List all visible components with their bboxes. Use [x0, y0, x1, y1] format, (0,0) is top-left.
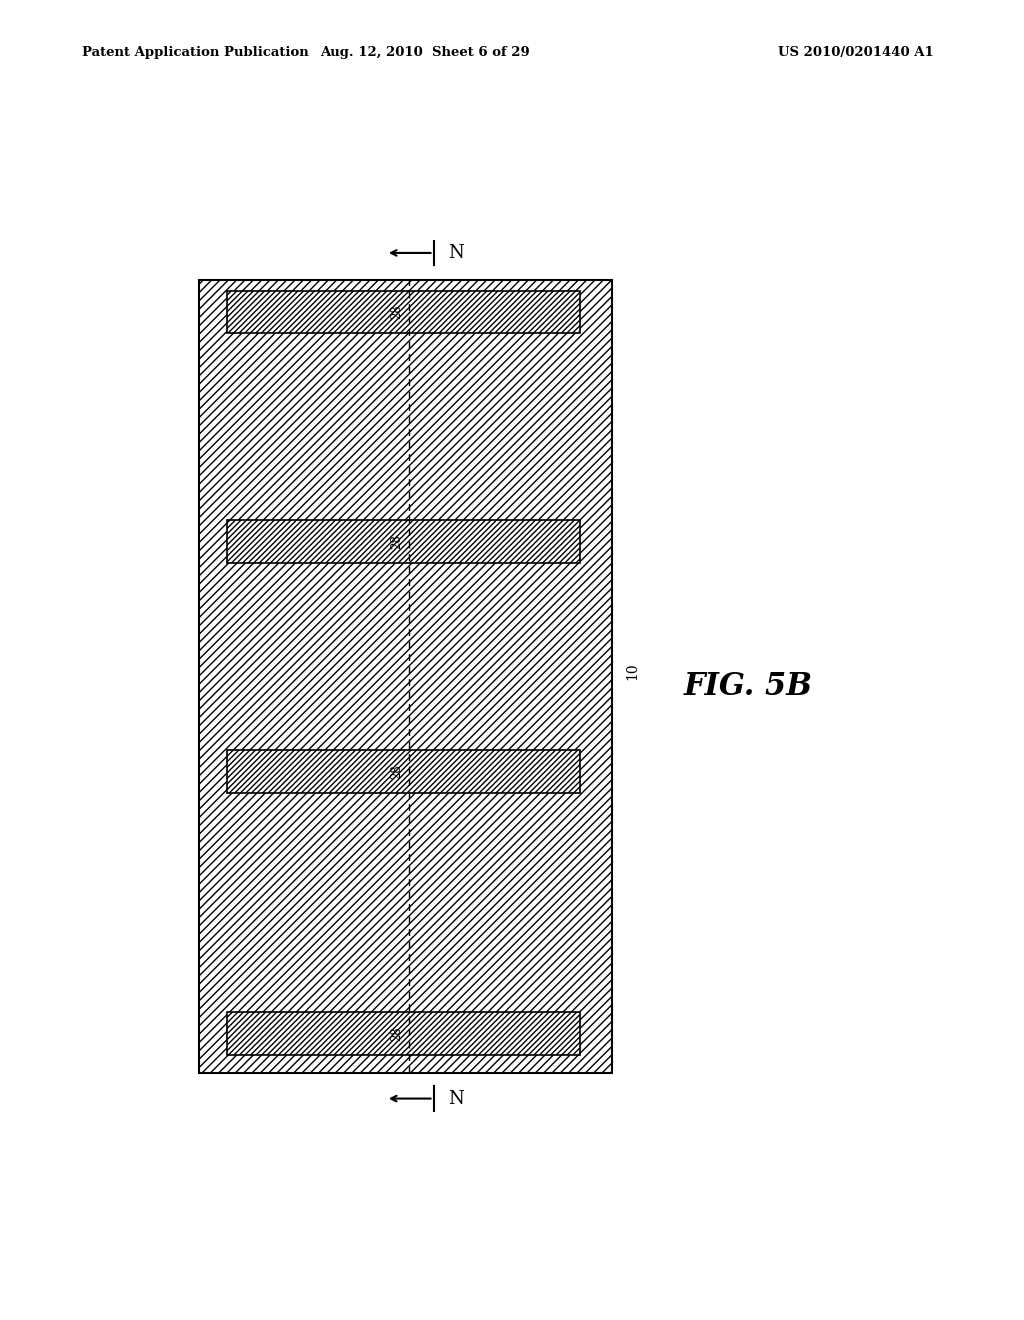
Text: 28: 28 [390, 305, 403, 319]
Bar [227, 520, 581, 562]
Text: Patent Application Publication: Patent Application Publication [82, 46, 308, 59]
Text: US 2010/0201440 A1: US 2010/0201440 A1 [778, 46, 934, 59]
Bar [227, 750, 581, 792]
Text: 28: 28 [390, 535, 403, 549]
Bar [227, 520, 581, 562]
Text: N: N [447, 1089, 464, 1107]
Bar [227, 290, 581, 333]
Text: Aug. 12, 2010  Sheet 6 of 29: Aug. 12, 2010 Sheet 6 of 29 [321, 46, 529, 59]
Bar [200, 280, 612, 1073]
Bar [227, 1012, 581, 1055]
Text: 28: 28 [390, 764, 403, 779]
Text: 10: 10 [625, 663, 639, 681]
Bar [227, 1012, 581, 1055]
Bar [227, 290, 581, 333]
Text: FIG. 5B: FIG. 5B [684, 672, 812, 702]
Text: 28: 28 [390, 1026, 403, 1041]
Text: N: N [447, 244, 464, 261]
Bar [227, 750, 581, 792]
